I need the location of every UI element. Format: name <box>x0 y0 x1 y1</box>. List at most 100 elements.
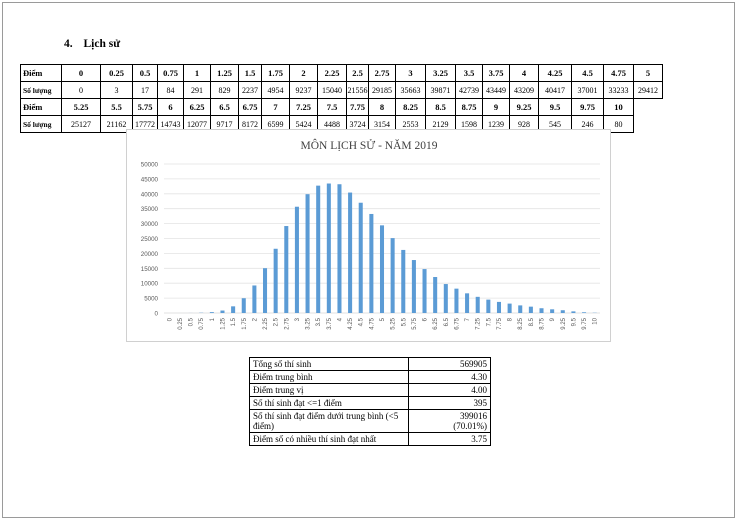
count-cell: 42739 <box>455 81 483 99</box>
y-tick-label: 35000 <box>141 206 159 213</box>
histogram-bar <box>390 238 395 313</box>
histogram-bar <box>539 308 544 313</box>
y-tick-label: 5000 <box>144 296 158 303</box>
score-cell: 4.75 <box>603 64 634 82</box>
histogram-bar <box>209 312 214 313</box>
score-cell: 5 <box>633 64 663 82</box>
histogram-bar <box>294 206 299 313</box>
count-cell: 84 <box>157 81 184 99</box>
score-cell: 5.5 <box>100 98 133 116</box>
score-cell: 10 <box>603 98 634 116</box>
histogram-bar <box>252 285 257 313</box>
score-cell: 6.25 <box>183 98 211 116</box>
x-tick-label: 5 <box>380 317 386 321</box>
x-tick-label: 4.75 <box>369 317 375 329</box>
histogram-bar <box>273 248 278 313</box>
score-cell: 4.5 <box>571 64 604 82</box>
x-tick-label: 1.25 <box>220 317 226 329</box>
x-tick-label: 10 <box>593 317 599 324</box>
score-cell: 8.5 <box>425 98 456 116</box>
x-tick-label: 8.5 <box>529 317 535 326</box>
y-axis: 0 5000 10000 15000 20000 25000 30000 35000 40000… <box>141 162 159 318</box>
count-cell: 4954 <box>261 81 290 99</box>
score-cell: 7 <box>261 98 290 116</box>
counts-row-label: Số lượng <box>20 81 62 99</box>
histogram-bar <box>454 288 459 313</box>
x-tick-label: 3.25 <box>306 317 312 329</box>
score-cell: 2.5 <box>346 64 369 82</box>
histogram-bar <box>486 299 491 313</box>
stats-label: Điểm trung vị <box>249 383 409 397</box>
x-tick-label: 9.75 <box>582 317 588 329</box>
stats-value: 569905 <box>408 357 491 371</box>
histogram-bar <box>241 298 246 313</box>
y-tick-label: 30000 <box>141 221 159 228</box>
stats-row: Số thí sinh đạt <=1 điểm 395 <box>249 396 491 410</box>
stats-value: 4.00 <box>408 383 491 397</box>
count-cell: 80 <box>603 115 634 133</box>
y-tick-label: 50000 <box>141 162 159 169</box>
x-tick-label: 1.5 <box>231 317 237 326</box>
histogram-bar <box>411 260 416 313</box>
y-tick-label: 45000 <box>141 176 159 183</box>
score-cell: 7.75 <box>346 98 369 116</box>
score-cell: 1.5 <box>238 64 262 82</box>
histogram-bar <box>231 306 236 313</box>
points-row: Điểm 5.25 5.5 5.75 6 6.25 6.5 6.75 7 7.25 7.5 7.75 8… <box>20 98 663 116</box>
count-cell: 15040 <box>317 81 347 99</box>
summary-stats-table: Tổng số thí sinh 569905 Điểm trung bình 4.3… <box>249 357 491 446</box>
histogram-bar <box>443 284 448 313</box>
count-cell: 33233 <box>603 81 634 99</box>
stats-label: Số thí sinh đạt <=1 điểm <box>249 396 409 410</box>
histogram-chart: MÔN LỊCH SỬ - NĂM 2019 0 5000 10000 15000 20… <box>126 129 611 342</box>
x-tick-label: 1.75 <box>242 317 248 329</box>
histogram-bar <box>305 194 310 313</box>
score-cell: 2 <box>289 64 318 82</box>
x-tick-label: 6.5 <box>444 317 450 326</box>
x-tick-label: 7.25 <box>476 317 482 329</box>
stats-row: Số thí sinh đạt điểm dưới trung bình (<5… <box>249 409 491 433</box>
count-cell: 21556 <box>346 81 369 99</box>
score-cell: 2.25 <box>317 64 347 82</box>
score-cell: 3.75 <box>482 64 510 82</box>
score-cell: 8.75 <box>455 98 483 116</box>
score-distribution-table: Điểm 0 0.25 0.5 0.75 1 1.25 1.5 1.75 2 2.25 2.5 2.75… <box>20 64 663 133</box>
bars <box>177 183 597 313</box>
histogram-bar <box>465 293 470 313</box>
x-tick-label: 2.5 <box>274 317 280 326</box>
histogram-bar <box>337 184 342 313</box>
stats-row: Điểm số có nhiều thí sinh đạt nhất 3.75 <box>249 432 491 446</box>
count-cell: 25127 <box>61 115 101 133</box>
score-cell: 0.75 <box>157 64 184 82</box>
x-tick-label: 8.25 <box>518 317 524 329</box>
count-cell: 37001 <box>571 81 604 99</box>
x-tick-label: 2.75 <box>284 317 290 329</box>
section-number: 4. <box>64 38 73 50</box>
score-cell: 8 <box>368 98 396 116</box>
x-tick-label: 1 <box>210 317 216 321</box>
counts-row-label: Số lượng <box>20 115 62 133</box>
x-tick-label: 0 <box>167 317 173 321</box>
y-tick-label: 20000 <box>141 251 159 258</box>
histogram-bar <box>422 269 427 313</box>
score-cell: 3.25 <box>425 64 456 82</box>
histogram-bar <box>379 225 385 313</box>
stats-row: Điểm trung vị 4.00 <box>249 383 491 397</box>
score-cell: 7.5 <box>317 98 347 116</box>
score-cell: 5.75 <box>132 98 158 116</box>
points-row: Điểm 0 0.25 0.5 0.75 1 1.25 1.5 1.75 2 2.25 2.5 2.75… <box>20 64 663 82</box>
score-cell: 3.5 <box>455 64 483 82</box>
histogram-bar <box>518 305 523 313</box>
x-tick-label: 4 <box>337 317 343 321</box>
score-cell: 2.75 <box>368 64 396 82</box>
score-cell: 6.5 <box>210 98 239 116</box>
x-tick-label: 0.25 <box>178 317 184 329</box>
x-tick-label: 9.5 <box>571 317 577 326</box>
score-cell: 0.25 <box>100 64 133 82</box>
score-cell: 9.75 <box>571 98 604 116</box>
x-tick-label: 0.5 <box>189 317 195 326</box>
x-tick-label: 6.25 <box>433 317 439 329</box>
stats-value: 395 <box>408 396 491 410</box>
x-tick-label: 5.5 <box>401 317 407 326</box>
y-tick-label: 40000 <box>141 191 159 198</box>
